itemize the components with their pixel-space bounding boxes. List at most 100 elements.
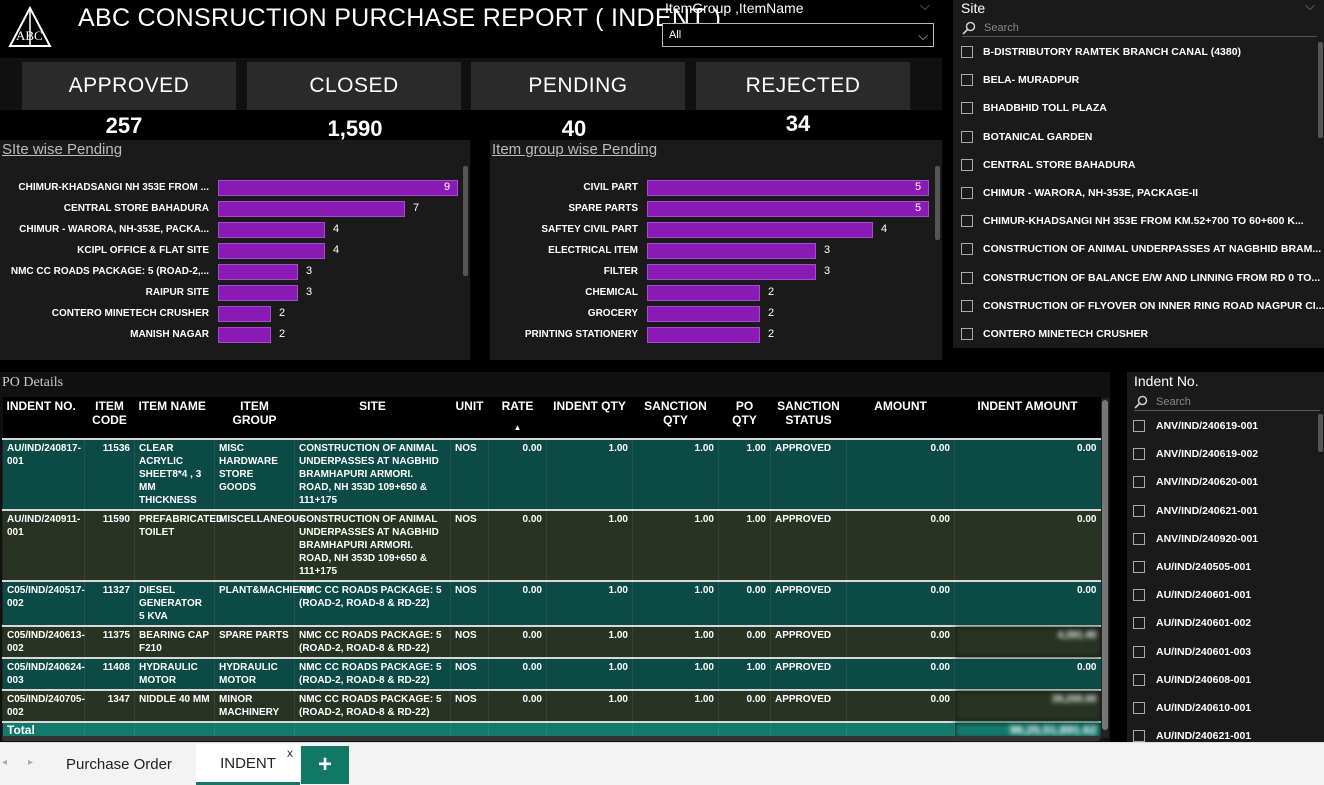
bar[interactable]	[218, 180, 458, 196]
site-search-input[interactable]: Search	[962, 19, 1317, 37]
close-tab-icon[interactable]: x	[287, 746, 293, 760]
tab-scroll-left-icon[interactable]: ◂	[2, 757, 8, 768]
bar[interactable]	[218, 327, 271, 343]
checkbox[interactable]	[1133, 673, 1145, 686]
checkbox[interactable]	[961, 102, 973, 115]
checkbox[interactable]	[1133, 532, 1145, 545]
checkbox[interactable]	[1133, 448, 1145, 461]
bar-row[interactable]: GROCERY 2	[490, 306, 942, 322]
table-row[interactable]: C05/IND/240613-002 11375 BEARING CAP F210 S…	[2, 625, 1101, 658]
bar-row[interactable]: CHIMUR - WARORA, NH-353E, PACKA... 4	[0, 222, 470, 238]
site-slicer-item[interactable]: BOTANICAL GARDEN	[961, 127, 1092, 147]
tab-purchase-order[interactable]: Purchase Order	[52, 744, 186, 785]
bar-row[interactable]: CHEMICAL 2	[490, 285, 942, 301]
checkbox[interactable]	[1133, 504, 1145, 517]
bar[interactable]	[218, 243, 325, 259]
po-scrollbar-thumb[interactable]	[1102, 400, 1108, 730]
indent-slicer-item[interactable]: ANV/IND/240621-001	[1133, 502, 1258, 520]
checkbox[interactable]	[961, 215, 973, 228]
bar-row[interactable]: ELECTRICAL ITEM 3	[490, 243, 942, 259]
bar-row[interactable]: CHIMUR-KHADSANGI NH 353E FROM ... 9	[0, 180, 470, 196]
table-row[interactable]: C05/IND/240517-002 11327 DIESEL GENERATOR …	[2, 580, 1101, 626]
indent-slicer-item[interactable]: AU/IND/240601-003	[1133, 643, 1251, 661]
indent-slicer-item[interactable]: ANV/IND/240920-001	[1133, 530, 1258, 548]
bar[interactable]	[647, 327, 760, 343]
indent-slicer-item[interactable]: AU/IND/240505-001	[1133, 558, 1251, 576]
col-header-rate[interactable]: RATE ▲	[488, 397, 547, 439]
bar-row[interactable]: SAFTEY CIVIL PART 4	[490, 222, 942, 238]
bar-row[interactable]: MANISH NAGAR 2	[0, 327, 470, 343]
tab-scroll-right-icon[interactable]: ▸	[28, 757, 34, 768]
site-slicer-item[interactable]: CHIMUR-KHADSANGI NH 353E FROM KM.52+700 …	[961, 211, 1304, 231]
bar[interactable]	[647, 222, 873, 238]
indent-slicer-item[interactable]: AU/IND/240601-002	[1133, 614, 1251, 632]
table-row[interactable]: C05/IND/240624-003 11408 HYDRAULIC MOTOR HY…	[2, 657, 1101, 690]
checkbox[interactable]	[961, 46, 973, 58]
checkbox[interactable]	[1133, 617, 1145, 630]
bar[interactable]	[218, 285, 298, 301]
indent-slicer-item[interactable]: AU/IND/240621-001	[1133, 727, 1251, 742]
checkbox[interactable]	[961, 158, 973, 171]
col-header-indent-qty[interactable]: INDENT QTY	[546, 397, 633, 439]
indent-slicer-scrollbar[interactable]	[1318, 414, 1323, 452]
indent-slicer-item[interactable]: ANV/IND/240619-002	[1133, 445, 1258, 463]
checkbox[interactable]	[961, 271, 973, 284]
bar-row[interactable]: KCIPL OFFICE & FLAT SITE 4	[0, 243, 470, 259]
bar-row[interactable]: SPARE PARTS 5	[490, 201, 942, 217]
bar-row[interactable]: CENTRAL STORE BAHADURA 7	[0, 201, 470, 217]
checkbox[interactable]	[1133, 420, 1145, 432]
indent-slicer-item[interactable]: AU/IND/240610-001	[1133, 699, 1251, 717]
col-header-sanction-status[interactable]: SANCTION STATUS	[770, 397, 847, 439]
bar[interactable]	[647, 285, 760, 301]
checkbox[interactable]	[961, 130, 973, 143]
col-header-site[interactable]: SITE	[294, 397, 451, 439]
col-header-amount[interactable]: AMOUNT	[846, 397, 955, 439]
bar[interactable]	[218, 306, 271, 322]
table-row[interactable]: C05/IND/240705-002 1347 NIDDLE 40 MM MINOR …	[2, 689, 1101, 722]
indent-slicer-item[interactable]: ANV/IND/240619-001	[1133, 417, 1258, 435]
site-slicer-item[interactable]: CONTERO MINETECH CRUSHER	[961, 324, 1148, 344]
checkbox[interactable]	[1133, 645, 1145, 658]
col-header-indent-amount[interactable]: INDENT AMOUNT	[954, 397, 1101, 439]
bar[interactable]	[647, 180, 929, 196]
tab-indent[interactable]: INDENT	[196, 744, 300, 785]
group-wise-title[interactable]: Item group wise Pending	[492, 141, 658, 158]
checkbox[interactable]	[961, 328, 973, 340]
site-slicer-scrollbar[interactable]	[1318, 42, 1323, 138]
bar[interactable]	[218, 264, 298, 280]
indent-slicer-item[interactable]: AU/IND/240601-001	[1133, 586, 1251, 604]
col-header-item-name[interactable]: ITEM NAME	[134, 397, 215, 439]
bar-row[interactable]: RAIPUR SITE 3	[0, 285, 470, 301]
checkbox[interactable]	[961, 299, 973, 312]
site-slicer-item[interactable]: CHIMUR - WARORA, NH-353E, PACKAGE-II	[961, 183, 1198, 203]
bar[interactable]	[647, 264, 816, 280]
table-row[interactable]: AU/IND/240817-001 11536 CLEAR ACRYLIC SHEE…	[2, 438, 1101, 510]
site-collapse-icon[interactable]: ⌵	[1305, 0, 1315, 13]
site-slicer-item[interactable]: B-DISTRIBUTORY RAMTEK BRANCH CANAL (4380…	[961, 42, 1241, 62]
group-wise-scrollbar[interactable]	[935, 166, 940, 240]
bar-row[interactable]: FILTER 3	[490, 264, 942, 280]
itemgroup-dropdown[interactable]: All ⌵	[662, 23, 934, 47]
site-wise-title[interactable]: SIte wise Pending	[2, 141, 123, 158]
site-slicer-item[interactable]: BELA- MURADPUR	[961, 70, 1079, 90]
col-header-item-group[interactable]: ITEM GROUP	[214, 397, 295, 439]
site-slicer-item[interactable]: CENTRAL STORE BAHADURA	[961, 155, 1135, 175]
site-slicer-item[interactable]: CONSTRUCTION OF FLYOVER ON INNER RING RO…	[961, 296, 1324, 316]
indent-slicer-item[interactable]: AU/IND/240608-001	[1133, 671, 1251, 689]
slicer-collapse-icon[interactable]: ⌵	[920, 0, 930, 13]
checkbox[interactable]	[1133, 589, 1145, 602]
po-hscrollbar[interactable]	[2, 736, 1100, 741]
checkbox[interactable]	[961, 74, 973, 87]
bar[interactable]	[218, 222, 325, 238]
bar[interactable]	[218, 201, 405, 217]
checkbox[interactable]	[1133, 730, 1145, 742]
bar[interactable]	[647, 243, 816, 259]
bar[interactable]	[647, 306, 760, 322]
bar-row[interactable]: CIVIL PART 5	[490, 180, 942, 196]
indent-slicer-item[interactable]: ANV/IND/240620-001	[1133, 473, 1258, 491]
site-slicer-item[interactable]: CONSTRUCTION OF ANIMAL UNDERPASSES AT NA…	[961, 239, 1321, 259]
bar[interactable]	[647, 201, 929, 217]
col-header-unit[interactable]: UNIT	[450, 397, 489, 439]
bar-row[interactable]: PRINTING STATIONERY 2	[490, 327, 942, 343]
col-header-indent-no[interactable]: INDENT NO.	[2, 397, 85, 439]
